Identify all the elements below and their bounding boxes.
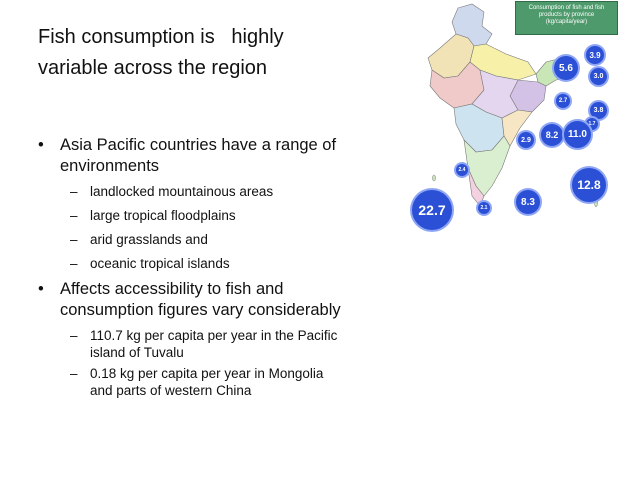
sub-bullet-item: –0.18 kg per capita per year in Mongolia…	[60, 365, 348, 399]
bullet-text: Asia Pacific countries have a range of e…	[60, 136, 337, 175]
title-line-2: variable across the region	[38, 57, 268, 79]
value-circle: 3.8	[590, 102, 607, 119]
dash-symbol: –	[70, 366, 78, 381]
value-circle: 2.4	[456, 164, 468, 176]
india-fish-consumption-map: Consumption of fish and fish products by…	[410, 0, 622, 232]
bullet-text: Affects accessibility to fish and consum…	[60, 280, 341, 319]
sub-bullet-list: – landlocked mountainous areas – large tro…	[60, 183, 348, 272]
sub-bullet-item: – oceanic tropical islands	[60, 255, 348, 272]
value-circle: 8.3	[516, 190, 540, 214]
slide-title: Fish consumption is highly variable acro…	[38, 22, 358, 84]
sub-bullet-text: oceanic tropical islands	[90, 256, 230, 271]
dash-symbol: –	[70, 232, 78, 247]
india-map-svg	[427, 3, 599, 208]
value-circle: 12.8	[572, 168, 606, 202]
legend-line: Consumption of fish and fish	[528, 5, 605, 11]
legend-line: products by province	[538, 12, 595, 18]
region-tip	[467, 167, 485, 207]
sub-bullet-text: large tropical floodplains	[90, 208, 236, 223]
title-line-1: Fish consumption is highly	[38, 26, 284, 48]
value-circle: 8.2	[541, 124, 563, 146]
bullet-item: • Asia Pacific countries have a range of…	[38, 135, 348, 272]
value-circle: 22.7	[412, 190, 452, 230]
dash-symbol: –	[70, 256, 78, 271]
sub-bullet-item: –110.7 kg per capita per year in the Pac…	[60, 327, 348, 361]
dash-symbol: –	[70, 184, 78, 199]
sub-bullet-item: – landlocked mountainous areas	[60, 183, 348, 200]
value-circle: 3.0	[590, 68, 607, 85]
sub-bullet-text: 110.7 kg per capita per year in the Paci…	[90, 328, 338, 360]
map-legend: Consumption of fish and fish products by…	[515, 1, 618, 35]
sub-bullet-item: – large tropical floodplains	[60, 207, 348, 224]
bullet-symbol: •	[38, 280, 44, 298]
bullet-item: • Affects accessibility to fish and cons…	[38, 279, 348, 399]
value-circle: 2.1	[478, 202, 490, 214]
bullet-symbol: •	[38, 136, 44, 154]
sub-bullet-list: –110.7 kg per capita per year in the Pac…	[60, 327, 348, 399]
dash-symbol: –	[70, 208, 78, 223]
sub-bullet-text: 0.18 kg per capita per year in Mongolia …	[90, 366, 324, 398]
lakshadweep-islands	[432, 174, 436, 182]
sub-bullet-text: arid grasslands and	[90, 232, 208, 247]
value-circle: 2.7	[556, 94, 570, 108]
value-circle: 5.6	[554, 56, 578, 80]
value-circle: 2.9	[518, 132, 534, 148]
dash-symbol: –	[70, 328, 78, 343]
sub-bullet-text: landlocked mountainous areas	[90, 184, 274, 199]
value-circle: 3.9	[586, 46, 604, 64]
value-circle: 11.0	[564, 121, 591, 148]
sub-bullet-item: – arid grasslands and	[60, 231, 348, 248]
legend-line: (kg/capita/year)	[545, 19, 588, 25]
bullet-list: • Asia Pacific countries have a range of…	[38, 135, 348, 403]
